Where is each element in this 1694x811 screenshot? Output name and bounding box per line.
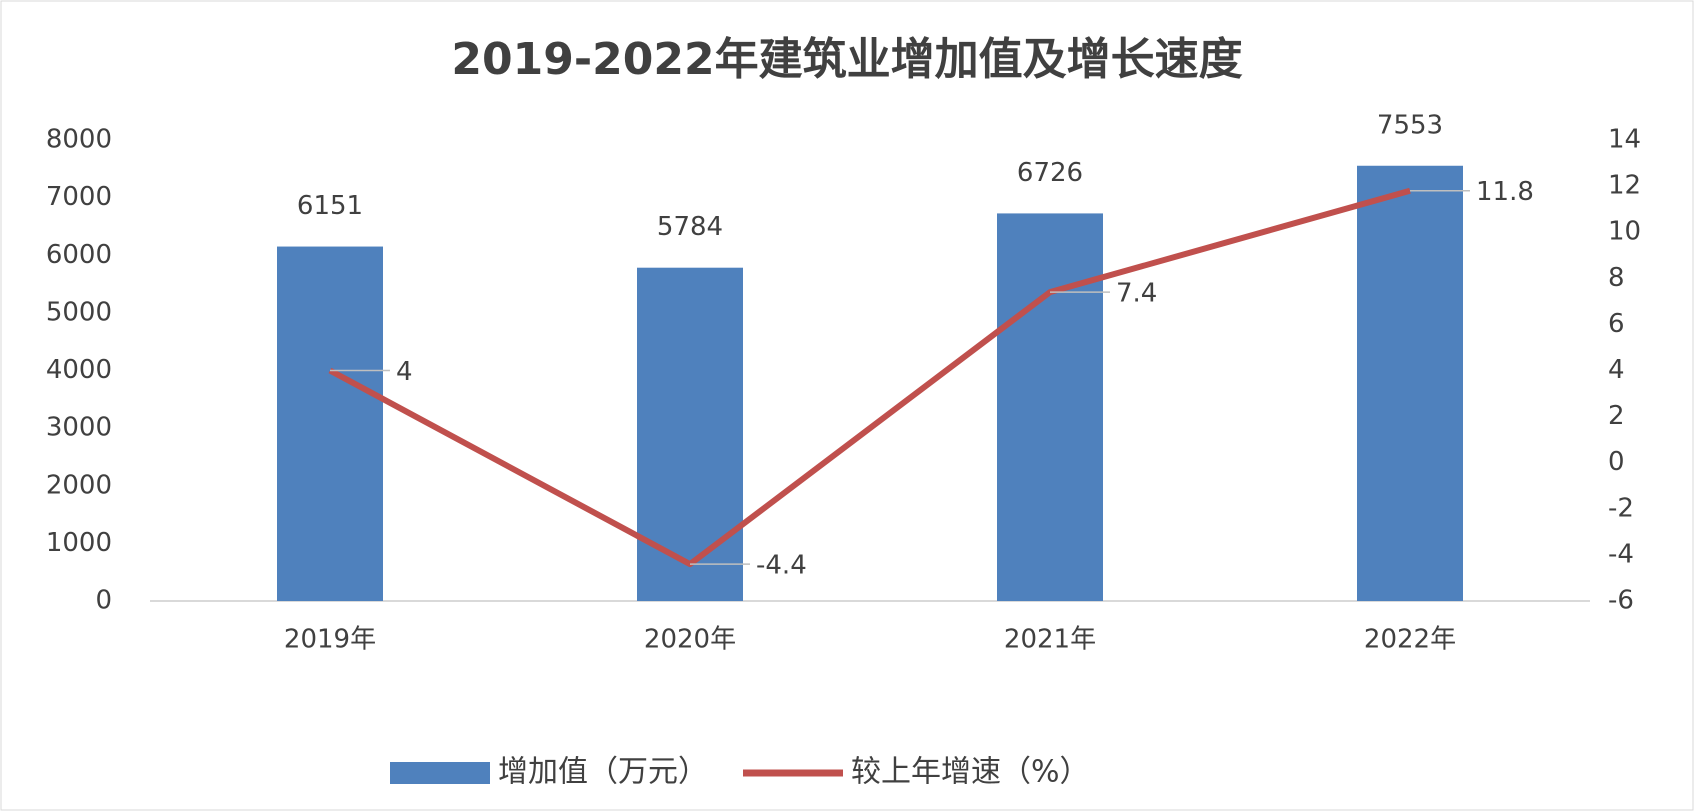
y2-tick-label: 8 (1608, 263, 1625, 293)
bar-value-label: 7553 (1377, 110, 1443, 140)
legend-label: 增加值（万元） (498, 755, 708, 790)
line-value-label: 4 (396, 357, 413, 387)
x-tick-label: 2019年 (284, 625, 376, 655)
bar (277, 246, 383, 601)
legend-label: 较上年增速（%） (851, 755, 1090, 790)
y2-tick-label: 10 (1608, 217, 1641, 247)
bar-value-label: 6726 (1017, 158, 1083, 188)
y2-tick-label: 14 (1608, 125, 1641, 155)
x-tick-label: 2020年 (644, 625, 736, 655)
y-tick-label: 3000 (46, 413, 112, 443)
line-value-label: -4.4 (756, 551, 807, 581)
y2-tick-label: 2 (1608, 401, 1625, 431)
bar-value-label: 5784 (657, 212, 723, 242)
x-tick-label: 2021年 (1004, 625, 1096, 655)
y-tick-label: 8000 (46, 125, 112, 155)
x-tick-label: 2022年 (1364, 625, 1456, 655)
y-tick-label: 1000 (46, 528, 112, 558)
bar (637, 267, 743, 601)
bar-value-label: 6151 (297, 191, 363, 221)
y-tick-label: 0 (95, 586, 112, 616)
bar (997, 213, 1103, 601)
y2-tick-label: -6 (1608, 586, 1634, 616)
y2-tick-label: 4 (1608, 355, 1625, 385)
line (328, 187, 1411, 568)
y-tick-label: 6000 (46, 240, 112, 270)
y2-tick-label: 6 (1608, 309, 1625, 339)
bar (1357, 165, 1463, 602)
y2-tick-label: -4 (1608, 539, 1634, 569)
y2-tick-label: 12 (1608, 171, 1641, 201)
y-tick-label: 2000 (46, 470, 112, 500)
chart-title: 2019-2022年建筑业增加值及增长速度 (451, 34, 1242, 85)
y-tick-label: 4000 (46, 355, 112, 385)
line-value-label: 7.4 (1116, 279, 1157, 309)
y2-tick-label: -2 (1608, 493, 1634, 523)
legend-swatch (390, 762, 490, 784)
y-tick-label: 5000 (46, 297, 112, 327)
line-value-label: 11.8 (1476, 177, 1534, 207)
y2-tick-label: 0 (1608, 447, 1625, 477)
y-tick-label: 7000 (46, 182, 112, 212)
